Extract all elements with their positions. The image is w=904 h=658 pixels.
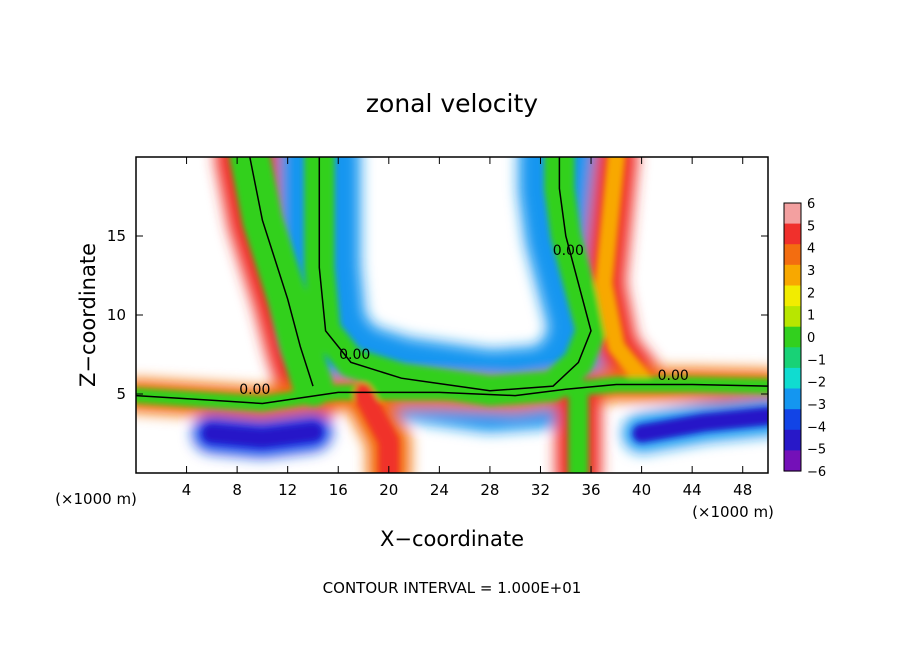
colorbar-swatch: [784, 223, 801, 245]
colorbar-label: 6: [807, 197, 815, 212]
colorbar-swatch: [784, 409, 801, 431]
colorbar-swatch: [784, 285, 801, 307]
colorbar-label: −5: [807, 443, 826, 458]
colorbar-swatch: [784, 429, 801, 451]
x-tick-label: 48: [733, 481, 752, 499]
colorbar-label: −6: [807, 465, 826, 480]
x-tick-label: 36: [581, 481, 600, 499]
x-axis-label: X−coordinate: [380, 527, 524, 551]
band-core-surface-jet-right: [632, 407, 768, 443]
y-tick-label: 10: [107, 306, 126, 324]
colorbar: 6 5 4 3 2 1 0 −1 −2 −3 −4 −5 −6: [783, 197, 826, 480]
x-tick-label: 32: [531, 481, 550, 499]
colorbar-label: 1: [807, 309, 815, 324]
contour-label: 0.00: [239, 382, 270, 398]
colorbar-swatch: [784, 347, 801, 369]
band-core-right-plume: [594, 157, 651, 388]
x-tick-label: 12: [278, 481, 297, 499]
x-tick-label: 4: [182, 481, 192, 499]
y-axis: 5 10 15: [107, 227, 768, 403]
x-tick-label: 16: [329, 481, 348, 499]
colorbar-label: −2: [807, 376, 826, 391]
x-tick-label: 20: [379, 481, 398, 499]
contour-interval-note: CONTOUR INTERVAL = 1.000E+01: [323, 579, 582, 597]
colorbar-label: 3: [807, 264, 815, 279]
colorbar-swatch: [784, 326, 801, 348]
x-tick-label: 24: [430, 481, 449, 499]
colorbar-label: 5: [807, 219, 815, 234]
colorbar-swatch: [784, 367, 801, 390]
y-axis-label: Z−coordinate: [76, 243, 100, 387]
contour-label: 0.00: [339, 347, 370, 363]
colorbar-frame: [783, 202, 802, 472]
colorbar-label: −4: [807, 420, 826, 435]
colorbar-swatch: [784, 450, 801, 472]
x-tick-label: 40: [632, 481, 651, 499]
contour-label: 0.00: [553, 243, 584, 259]
contour-label: 0.00: [658, 368, 689, 384]
y-tick-label: 15: [107, 227, 126, 245]
contour-zero-upper-left-plume: [249, 157, 314, 387]
contour-lines: [136, 157, 768, 405]
x-tick-label: 28: [480, 481, 499, 499]
colorbar-label: 2: [807, 286, 815, 301]
x-axis: 4 8 12 16 20 24 28 32 36 40 44 48: [182, 157, 752, 499]
y-axis-unit: (×1000 m): [55, 490, 137, 508]
band-core-column-20: [353, 383, 399, 473]
x-tick-label: 8: [232, 481, 242, 499]
colorbar-swatch: [784, 306, 801, 328]
colorbar-label: −1: [807, 353, 826, 368]
colorbar-swatch: [784, 203, 801, 225]
colorbar-label: 4: [807, 242, 815, 257]
y-tick-label: 5: [116, 385, 126, 403]
colorbar-label: −3: [807, 398, 826, 413]
colorbar-swatch: [784, 264, 801, 286]
contour-zero-central-trunk: [318, 157, 592, 392]
chart-title: zonal velocity: [366, 89, 538, 118]
contour-zero-low-level-shear: [136, 383, 768, 405]
band-core-surface-jet-left: [202, 423, 322, 448]
contour-labels: 0.00 0.00 0.00 0.00: [239, 243, 689, 398]
colorbar-swatch: [784, 388, 801, 410]
colorbar-label: 0: [807, 331, 815, 346]
x-tick-label: 44: [683, 481, 702, 499]
colorbar-swatch: [784, 244, 801, 266]
x-axis-unit: (×1000 m): [692, 503, 774, 521]
